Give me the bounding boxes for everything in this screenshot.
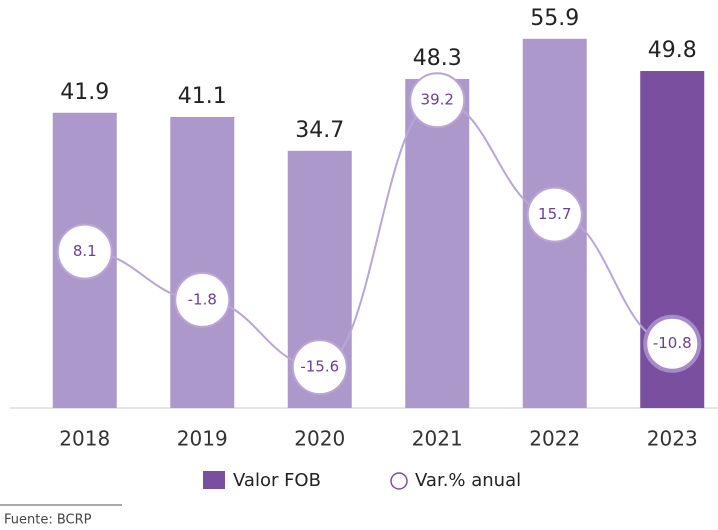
x-tick-label: 2023 bbox=[647, 427, 698, 451]
legend-swatch bbox=[390, 472, 408, 490]
x-tick-label: 2021 bbox=[412, 427, 463, 451]
line-label: -10.8 bbox=[653, 334, 692, 352]
x-tick-label: 2022 bbox=[529, 427, 580, 451]
data-label: 41.9 bbox=[60, 80, 109, 105]
source: Fuente: BCRP bbox=[4, 513, 92, 528]
line-marker bbox=[409, 72, 466, 129]
data-label: 48.3 bbox=[413, 46, 462, 71]
data-label: 34.7 bbox=[295, 118, 344, 143]
legend-label: Var.% anual bbox=[415, 470, 521, 491]
legend-label: Valor FOB bbox=[233, 470, 321, 491]
x-tick-label: 2020 bbox=[294, 427, 345, 451]
x-tick-label: 2019 bbox=[177, 427, 228, 451]
line-marker bbox=[174, 271, 231, 328]
line-label: -1.8 bbox=[188, 290, 217, 308]
data-label: 55.9 bbox=[530, 6, 579, 31]
line-label: 39.2 bbox=[421, 91, 454, 109]
line-marker bbox=[56, 223, 113, 280]
data-label: 41.1 bbox=[178, 84, 227, 109]
x-tick-label: 2018 bbox=[59, 427, 110, 451]
line-marker bbox=[291, 339, 348, 396]
data-label: 49.8 bbox=[648, 38, 697, 63]
line-marker bbox=[643, 314, 702, 373]
legend-swatch bbox=[203, 471, 225, 489]
line-label: 8.1 bbox=[73, 242, 97, 260]
line-label: -15.6 bbox=[300, 358, 339, 376]
bar bbox=[405, 78, 470, 408]
line-marker bbox=[526, 186, 583, 243]
line-label: 15.7 bbox=[538, 205, 571, 223]
bar bbox=[170, 116, 235, 408]
